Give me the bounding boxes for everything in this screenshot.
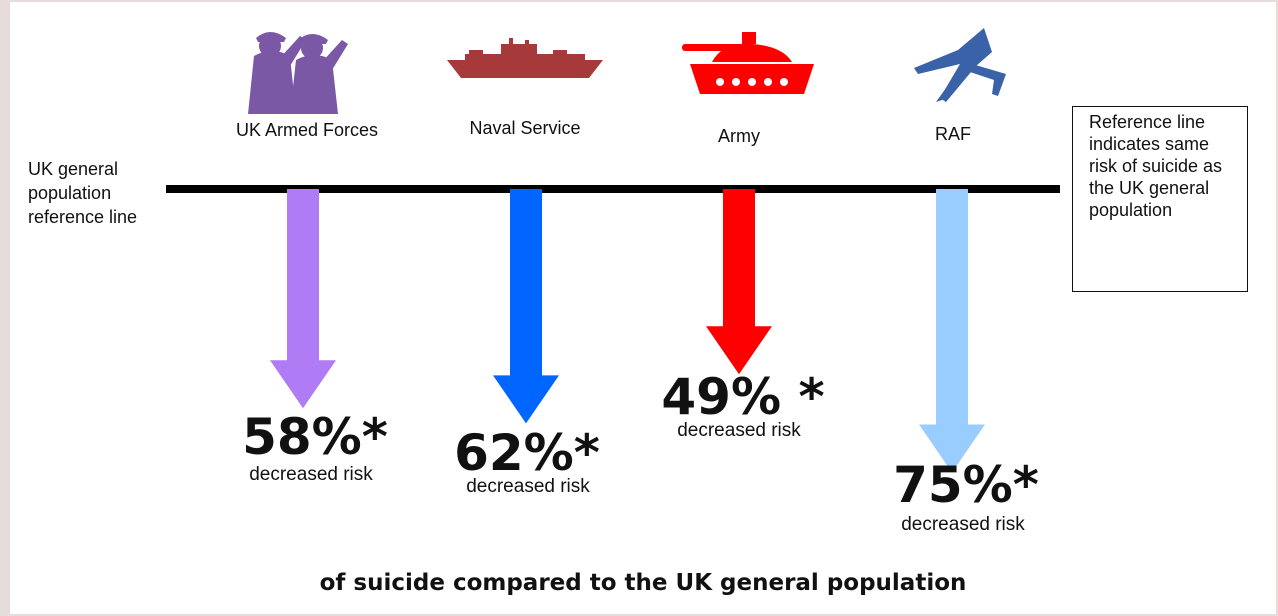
arrow-armed-forces [270,189,336,409]
reference-line-label: UK general population reference line [28,159,138,227]
value-label-armed-forces: 58%* [242,408,388,466]
chart-canvas: UK Armed Forces Naval Service Army RAF U… [10,2,1276,614]
chart-caption: of suicide compared to the UK general po… [319,570,967,596]
value-label-raf: 75%* [893,456,1039,514]
category-label-naval-service: Naval Service [469,118,581,138]
value-label-army: 49% * [661,368,825,426]
chart-svg [166,28,1060,473]
arrow-raf [919,189,985,473]
reference-note-box: Reference line indicates same risk of su… [1072,106,1248,292]
saluting-soldiers-icon [248,32,348,114]
value-sublabel-raf: decreased risk [901,514,1025,535]
value-sublabel-naval-service: decreased risk [466,476,590,497]
category-label-armed-forces: UK Armed Forces [235,120,379,140]
value-sublabel-armed-forces: decreased risk [249,464,373,485]
arrow-naval-service [493,189,559,424]
value-label-naval-service: 62%* [454,424,600,482]
category-label-army: Army [718,126,760,146]
tank-icon [682,32,814,94]
warship-icon [447,38,603,78]
category-label-raf: RAF [935,124,971,144]
value-sublabel-army: decreased risk [677,420,801,441]
fighter-jet-icon [914,28,1006,102]
arrow-army [706,189,772,375]
